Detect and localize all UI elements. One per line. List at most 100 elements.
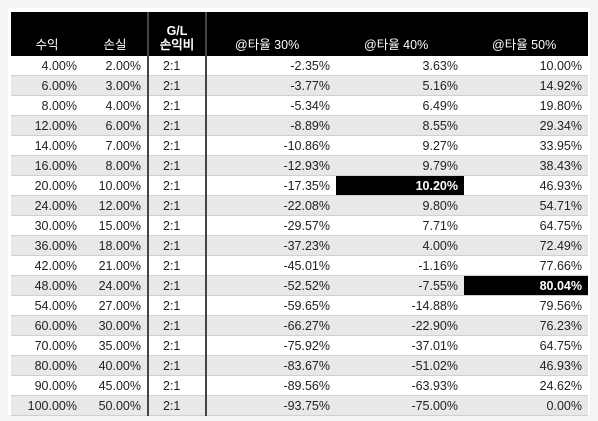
table-cell: 2:1 [148, 215, 207, 236]
table-cell: 2:1 [148, 235, 207, 256]
table-cell: 90.00% [11, 375, 83, 396]
table-cell: 8.55% [336, 115, 464, 136]
table-cell: 10.00% [464, 56, 588, 76]
table-cell: 0.00% [464, 395, 588, 416]
table-cell: 60.00% [11, 315, 83, 336]
table-cell: 9.27% [336, 135, 464, 156]
table-cell: 16.00% [11, 155, 83, 176]
table-cell: 2:1 [148, 355, 207, 376]
table-cell: 46.93% [464, 355, 588, 376]
table-cell: -22.08% [206, 195, 336, 216]
table-cell: -51.02% [336, 355, 464, 376]
table-cell: 45.00% [83, 375, 149, 396]
table-cell: 10.00% [83, 175, 149, 196]
table-cell: 3.00% [83, 75, 149, 96]
table-cell: 12.00% [11, 115, 83, 136]
table-row: 60.00% 30.00% 2:1 -66.27% -22.90% 76.23% [11, 315, 588, 336]
table-cell: 29.34% [464, 115, 588, 136]
table-row: 100.00% 50.00% 2:1 -93.75% -75.00% 0.00% [11, 395, 588, 416]
table-cell: -37.23% [206, 235, 336, 256]
table-cell: 27.00% [83, 295, 149, 316]
table-cell: 3.63% [336, 56, 464, 76]
table-row: 4.00% 2.00% 2:1 -2.35% 3.63% 10.00% [11, 56, 588, 76]
table-cell: 33.95% [464, 135, 588, 156]
table-cell: -75.00% [336, 395, 464, 416]
table-cell: 4.00% [11, 56, 83, 76]
data-table: 수익 손실 G/L 손익비 @타율 30% @타율 40% @타율 50% 4.00% 2.… [11, 12, 588, 416]
table-cell: 64.75% [464, 215, 588, 236]
table-cell: -1.16% [336, 255, 464, 276]
table-row: 8.00% 4.00% 2:1 -5.34% 6.49% 19.80% [11, 95, 588, 116]
table-cell: 19.80% [464, 95, 588, 116]
table-cell: -37.01% [336, 335, 464, 356]
table-cell: 18.00% [83, 235, 149, 256]
table-cell: -75.92% [206, 335, 336, 356]
table-cell: 2:1 [148, 375, 207, 396]
table-cell: 24.62% [464, 375, 588, 396]
table-row: 24.00% 12.00% 2:1 -22.08% 9.80% 54.71% [11, 195, 588, 216]
table-cell: 20.00% [11, 175, 83, 196]
table-cell: -2.35% [206, 56, 336, 76]
table-cell: 8.00% [83, 155, 149, 176]
table-cell: 14.92% [464, 75, 588, 96]
table-cell: 10.20% [336, 175, 464, 196]
table-cell: 50.00% [83, 395, 149, 416]
table-cell: 6.49% [336, 95, 464, 116]
table-cell: 12.00% [83, 195, 149, 216]
table-cell: 40.00% [83, 355, 149, 376]
table-cell: 2:1 [148, 56, 207, 76]
table-cell: -89.56% [206, 375, 336, 396]
table-cell: 9.79% [336, 155, 464, 176]
table-row: 90.00% 45.00% 2:1 -89.56% -63.93% 24.62% [11, 375, 588, 396]
table-cell: 2:1 [148, 135, 207, 156]
table-cell: -59.65% [206, 295, 336, 316]
table-row: 12.00% 6.00% 2:1 -8.89% 8.55% 29.34% [11, 115, 588, 136]
table-row: 6.00% 3.00% 2:1 -3.77% 5.16% 14.92% [11, 75, 588, 96]
table-cell: 30.00% [83, 315, 149, 336]
table-cell: 35.00% [83, 335, 149, 356]
table-cell: 70.00% [11, 335, 83, 356]
table-cell: 42.00% [11, 255, 83, 276]
table-row: 70.00% 35.00% 2:1 -75.92% -37.01% 64.75% [11, 335, 588, 356]
table-cell: 48.00% [11, 275, 83, 296]
table-cell: -66.27% [206, 315, 336, 336]
table-cell: 80.00% [11, 355, 83, 376]
table-cell: -22.90% [336, 315, 464, 336]
sheet: 수익 손실 G/L 손익비 @타율 30% @타율 40% @타율 50% 4.00% 2.… [8, 8, 590, 416]
table-cell: 30.00% [11, 215, 83, 236]
table-cell: 36.00% [11, 235, 83, 256]
table-cell: -3.77% [206, 75, 336, 96]
table-cell: 2:1 [148, 175, 207, 196]
table-cell: -29.57% [206, 215, 336, 236]
table-cell: 24.00% [11, 195, 83, 216]
table-cell: 4.00% [83, 95, 149, 116]
table-cell: -5.34% [206, 95, 336, 116]
table-cell: 2:1 [148, 335, 207, 356]
table-row: 36.00% 18.00% 2:1 -37.23% 4.00% 72.49% [11, 235, 588, 256]
table-row: 80.00% 40.00% 2:1 -83.67% -51.02% 46.93% [11, 355, 588, 376]
table-cell: 38.43% [464, 155, 588, 176]
table-cell: 7.00% [83, 135, 149, 156]
table-cell: 15.00% [83, 215, 149, 236]
table-cell: 46.93% [464, 175, 588, 196]
table-cell: -45.01% [206, 255, 336, 276]
table-cell: 80.04% [464, 275, 588, 296]
table-body: 4.00% 2.00% 2:1 -2.35% 3.63% 10.00% 6.00% 3.00%… [11, 56, 588, 416]
header-cell: @타율 40% [336, 12, 464, 56]
table-row: 54.00% 27.00% 2:1 -59.65% -14.88% 79.56% [11, 295, 588, 316]
table-cell: 4.00% [336, 235, 464, 256]
table-row: 14.00% 7.00% 2:1 -10.86% 9.27% 33.95% [11, 135, 588, 156]
table-cell: 100.00% [11, 395, 83, 416]
header-cell: G/L 손익비 [148, 12, 207, 56]
table-cell: 2:1 [148, 95, 207, 116]
table-cell: 76.23% [464, 315, 588, 336]
table-cell: 6.00% [11, 75, 83, 96]
table-cell: 72.49% [464, 235, 588, 256]
table-cell: -83.67% [206, 355, 336, 376]
table-cell: 21.00% [83, 255, 149, 276]
table-cell: -14.88% [336, 295, 464, 316]
table-cell: 2:1 [148, 395, 207, 416]
table-row: 16.00% 8.00% 2:1 -12.93% 9.79% 38.43% [11, 155, 588, 176]
table-row: 30.00% 15.00% 2:1 -29.57% 7.71% 64.75% [11, 215, 588, 236]
table-row: 20.00% 10.00% 2:1 -17.35% 10.20% 46.93% [11, 175, 588, 196]
